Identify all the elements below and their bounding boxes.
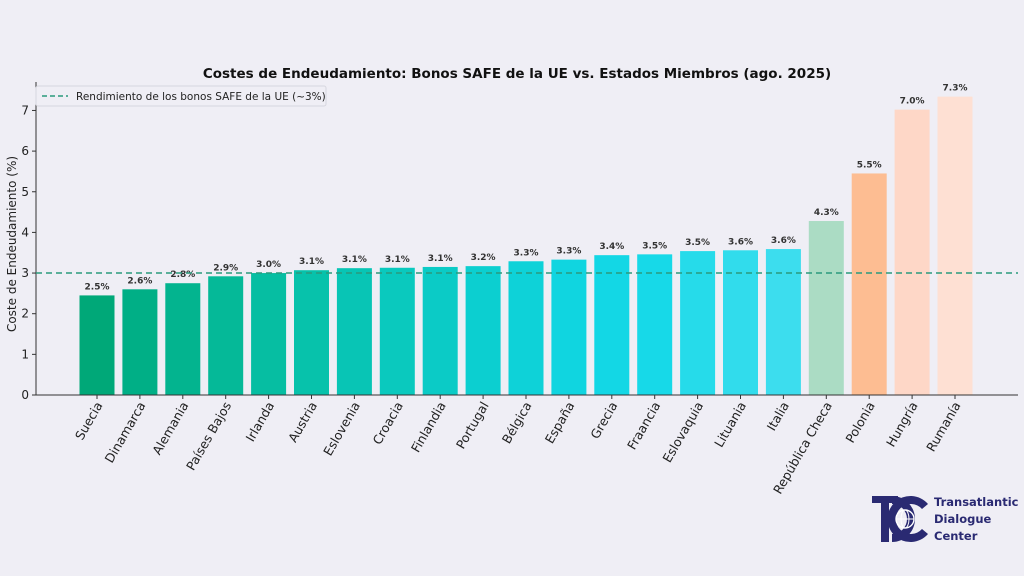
- x-tick-label: Alemania: [149, 399, 191, 457]
- x-tick-label: Suecia: [72, 399, 106, 442]
- bar: [336, 268, 372, 395]
- bar: [765, 249, 801, 395]
- bar: [551, 259, 587, 395]
- y-tick-label: 4: [21, 225, 29, 239]
- bar: [680, 251, 716, 395]
- data-label: 3.1%: [385, 255, 410, 265]
- x-tick-label: Países Bajos: [183, 399, 234, 473]
- x-tick-label: Hungría: [883, 399, 921, 449]
- bar: [379, 267, 415, 395]
- chart-title: Costes de Endeudamiento: Bonos SAFE de l…: [203, 66, 831, 82]
- x-tick-label: Finlandia: [408, 399, 449, 455]
- x-tick-label: Eslovaquia: [659, 399, 706, 465]
- x-tick-label: Italia: [764, 399, 792, 433]
- data-label: 3.0%: [256, 260, 281, 270]
- bar: [251, 273, 287, 395]
- x-tick-label: Lituania: [711, 399, 749, 450]
- data-label: 4.3%: [814, 208, 839, 218]
- logo-line-3: Center: [934, 529, 978, 543]
- y-tick-label: 1: [21, 347, 29, 361]
- globe-icon: [872, 496, 928, 542]
- y-tick-label: 6: [21, 144, 29, 158]
- data-label: 3.6%: [728, 237, 753, 247]
- y-tick-label: 0: [21, 388, 29, 402]
- bar: [422, 266, 458, 395]
- data-label: 3.3%: [556, 247, 581, 257]
- x-tick-label: Rumanía: [923, 399, 963, 454]
- data-label: 3.2%: [471, 253, 496, 263]
- data-label: 3.5%: [685, 238, 710, 248]
- data-label: 3.5%: [642, 241, 667, 251]
- x-tick-label: Fraancia: [624, 399, 663, 452]
- bar: [851, 173, 887, 395]
- tdc-logo: Transatlantic Dialogue Center: [872, 492, 1022, 548]
- bar: [294, 270, 329, 395]
- x-tick-label: Bélgica: [499, 399, 535, 446]
- logo-text: Transatlantic Dialogue Center: [934, 494, 1018, 545]
- x-tick-label: Polonia: [842, 399, 877, 445]
- logo-line-1: Transatlantic: [934, 495, 1019, 509]
- data-label: 7.0%: [900, 97, 925, 107]
- data-label: 2.5%: [85, 282, 110, 292]
- bar: [79, 295, 115, 395]
- bar: [165, 283, 201, 395]
- data-label: 3.4%: [599, 242, 624, 252]
- bar: [808, 221, 844, 395]
- bar: [894, 109, 930, 396]
- data-label: 7.3%: [943, 84, 968, 94]
- y-tick-label: 2: [21, 307, 29, 321]
- legend: Rendimiento de los bonos SAFE de la UE (…: [35, 85, 327, 107]
- legend-box: [35, 85, 327, 107]
- data-label: 3.1%: [428, 254, 453, 264]
- x-tick-label: Grecia: [587, 399, 620, 441]
- x-tick-label: Austria: [285, 399, 320, 445]
- data-label: 3.1%: [299, 257, 324, 267]
- data-label: 3.3%: [514, 248, 539, 258]
- plot-area: 2.5% Suecia 2.6% Dinamarca 2.8% Alemania 2.9% P…: [21, 82, 1018, 497]
- bar: [723, 250, 758, 395]
- y-tick-label: 5: [21, 185, 29, 199]
- y-tick-label: 3: [21, 266, 29, 280]
- data-label: 2.8%: [170, 270, 195, 280]
- logo-line-2: Dialogue: [934, 512, 992, 526]
- data-label: 3.6%: [771, 236, 796, 246]
- legend-label: Rendimiento de los bonos SAFE de la UE (…: [76, 91, 326, 103]
- y-tick-label: 7: [21, 103, 29, 117]
- x-tick-label: Croacia: [369, 399, 405, 447]
- x-tick-label: Eslovenia: [320, 399, 363, 458]
- bar: [208, 276, 244, 395]
- bar: [122, 289, 158, 395]
- bar: [637, 254, 673, 395]
- bar: [465, 266, 501, 395]
- x-tick-label: Dinamarca: [102, 399, 149, 465]
- data-label: 2.6%: [127, 276, 152, 286]
- x-tick-label: Irlanda: [242, 399, 277, 444]
- bar: [508, 261, 544, 395]
- y-axis-label: Coste de Endeudamiento (%): [5, 156, 19, 332]
- data-label: 2.9%: [213, 263, 238, 273]
- x-tick-label: Portugal: [453, 399, 492, 451]
- bar: [594, 255, 630, 395]
- data-label: 3.1%: [342, 255, 367, 265]
- x-tick-label: España: [542, 399, 578, 446]
- data-label: 5.5%: [857, 160, 882, 170]
- bar: [937, 96, 973, 396]
